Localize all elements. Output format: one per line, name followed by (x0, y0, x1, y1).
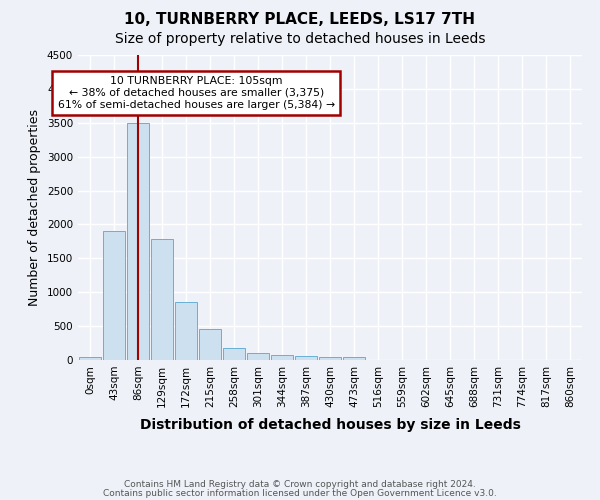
Bar (151, 240, 173, 360)
Bar (295, 356, 317, 360)
Text: 10, TURNBERRY PLACE, LEEDS, LS17 7TH: 10, TURNBERRY PLACE, LEEDS, LS17 7TH (125, 12, 476, 28)
X-axis label: Distribution of detached houses by size in Leeds: Distribution of detached houses by size … (140, 418, 520, 432)
Text: Contains public sector information licensed under the Open Government Licence v3: Contains public sector information licen… (103, 488, 497, 498)
Bar (127, 123, 149, 360)
Text: Size of property relative to detached houses in Leeds: Size of property relative to detached ho… (115, 32, 485, 46)
Bar (271, 354, 293, 360)
Bar (79, 358, 101, 360)
Y-axis label: Number of detached properties: Number of detached properties (28, 109, 41, 306)
Bar (199, 329, 221, 360)
Bar (319, 357, 341, 360)
Bar (343, 356, 365, 360)
Text: 10 TURNBERRY PLACE: 105sqm
← 38% of detached houses are smaller (3,375)
61% of s: 10 TURNBERRY PLACE: 105sqm ← 38% of deta… (58, 76, 335, 110)
Bar (103, 230, 125, 360)
Bar (175, 302, 197, 360)
Bar (247, 352, 269, 360)
Bar (223, 348, 245, 360)
Text: Contains HM Land Registry data © Crown copyright and database right 2024.: Contains HM Land Registry data © Crown c… (124, 480, 476, 489)
